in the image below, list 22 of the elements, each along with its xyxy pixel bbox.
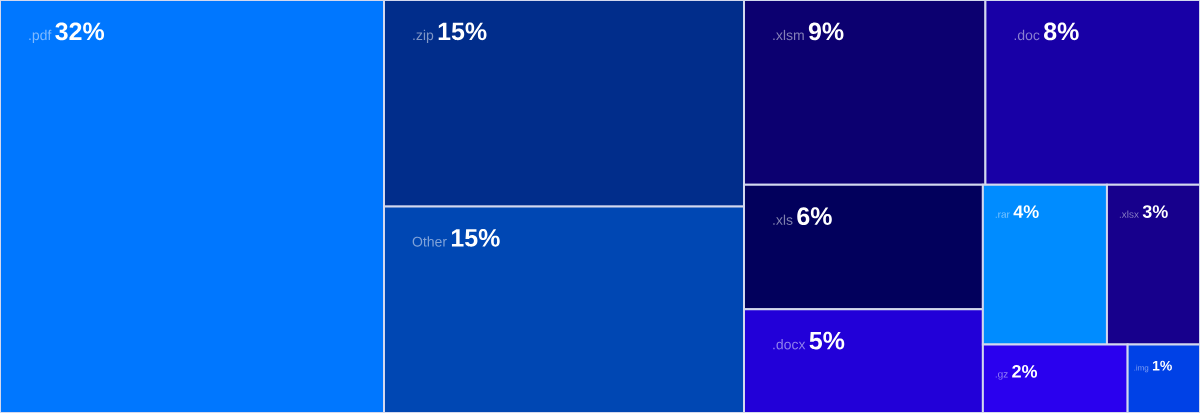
category-label: .rar — [995, 212, 1010, 218]
category-label: .zip — [413, 29, 434, 43]
category-label: .docx — [773, 339, 806, 350]
data-label: 32% — [55, 22, 105, 41]
category-label: .doc — [1014, 29, 1040, 41]
data-label: 2% — [1012, 364, 1038, 378]
category-label: .pdf — [29, 29, 52, 43]
data-label: 15% — [438, 22, 487, 41]
category-label: .gz — [995, 372, 1008, 380]
data-label: 4% — [1013, 205, 1039, 218]
category-label: .xlsx — [1119, 210, 1139, 218]
category-label: Other — [412, 236, 447, 247]
data-label: 5% — [809, 331, 845, 350]
data-label: 3% — [1142, 205, 1168, 218]
category-label: .xlsm — [773, 29, 804, 41]
category-label: .img — [1134, 364, 1149, 373]
category-label: .xls — [773, 214, 793, 225]
data-label: 15% — [451, 229, 500, 247]
data-label: 9% — [808, 22, 844, 41]
data-label: 8% — [1044, 22, 1079, 41]
data-label: 1% — [1152, 360, 1172, 371]
data-label: 6% — [797, 207, 832, 226]
